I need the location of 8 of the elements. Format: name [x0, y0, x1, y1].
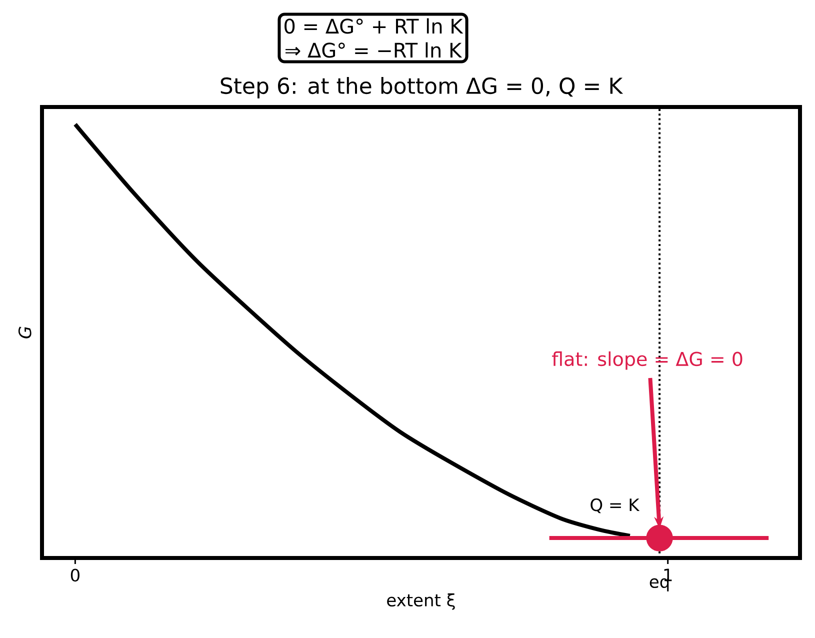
x-tick-label: 0 [70, 568, 80, 582]
annotation: flat: slope = ΔG = 0 [552, 351, 742, 370]
chart-title: Step 6: at the bottom ΔG = 0, Q = K [220, 77, 624, 98]
text: 0 = ΔG° + RT ln K [284, 18, 464, 34]
ref-line-label: Q = K [590, 498, 640, 514]
y-axis-title: G [18, 326, 32, 338]
text: ⇒ ΔG° = −RT ln K [286, 42, 462, 58]
x-axis-title: extent ξ [387, 593, 455, 610]
